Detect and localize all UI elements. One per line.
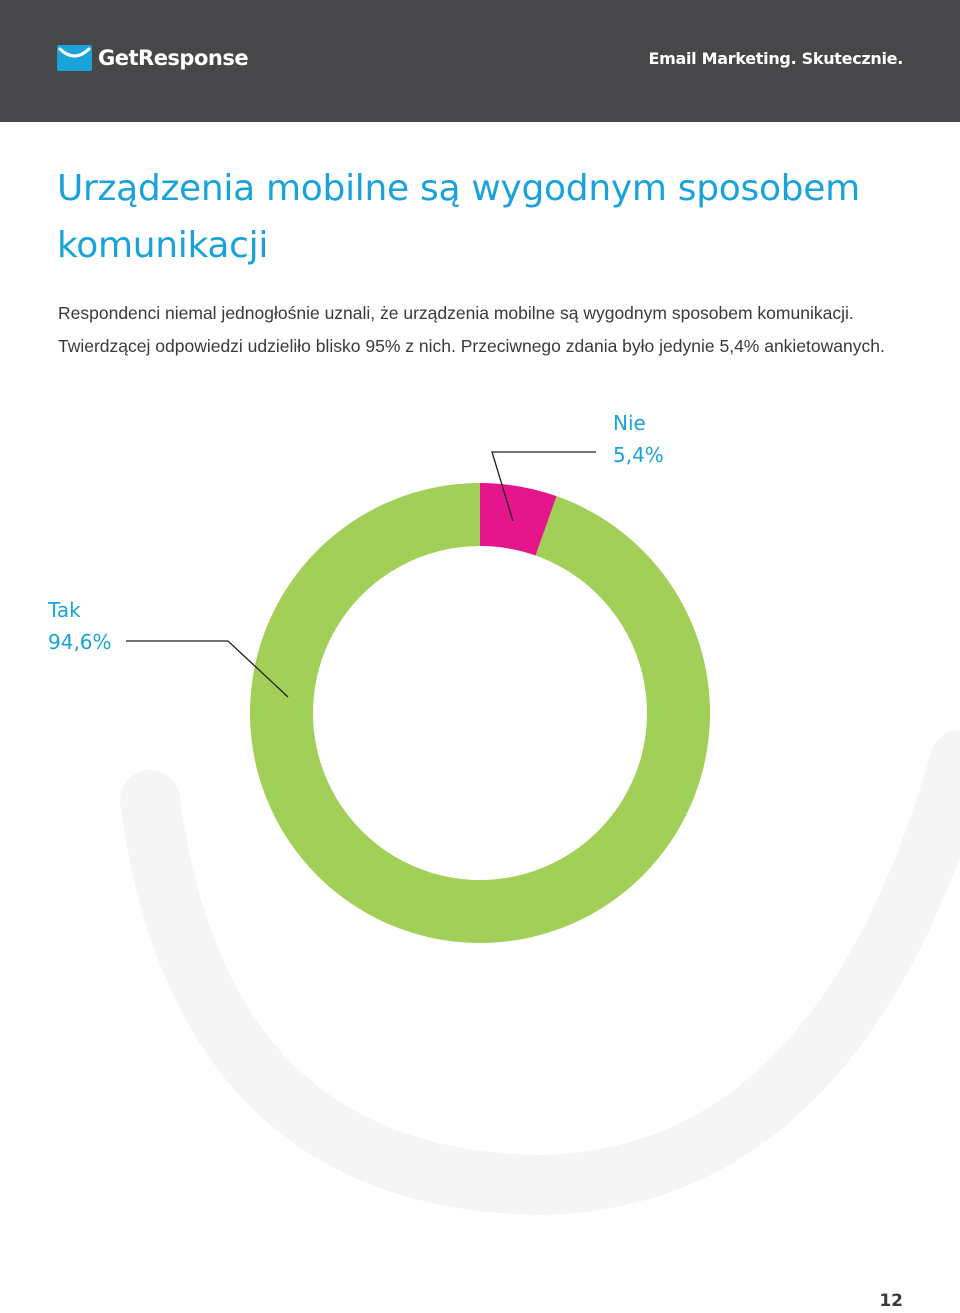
brand-name: GetResponse xyxy=(98,46,249,70)
label-tak-value: 94,6% xyxy=(48,630,112,654)
envelope-smile-icon xyxy=(57,45,92,71)
label-nie: Nie 5,4% xyxy=(613,407,664,471)
page-title: Urządzenia mobilne są wygodnym sposobem … xyxy=(57,168,860,266)
leader-line-nie xyxy=(491,451,596,521)
donut-slice-tak xyxy=(250,483,711,943)
header-tagline: Email Marketing. Skutecznie. xyxy=(648,49,904,68)
label-tak-category: Tak xyxy=(48,598,81,622)
label-nie-value: 5,4% xyxy=(613,443,664,467)
label-tak: Tak 94,6% xyxy=(48,594,112,658)
page-header: GetResponse Email Marketing. Skutecznie. xyxy=(0,0,960,122)
intro-paragraph: Respondenci niemal jednogłośnie uznali, … xyxy=(58,303,885,356)
getresponse-logo[interactable]: GetResponse xyxy=(57,45,249,71)
page-number: 12 xyxy=(879,1291,903,1311)
donut-slice-nie xyxy=(480,483,557,556)
label-nie-category: Nie xyxy=(613,411,646,435)
leader-line-tak xyxy=(126,640,289,698)
